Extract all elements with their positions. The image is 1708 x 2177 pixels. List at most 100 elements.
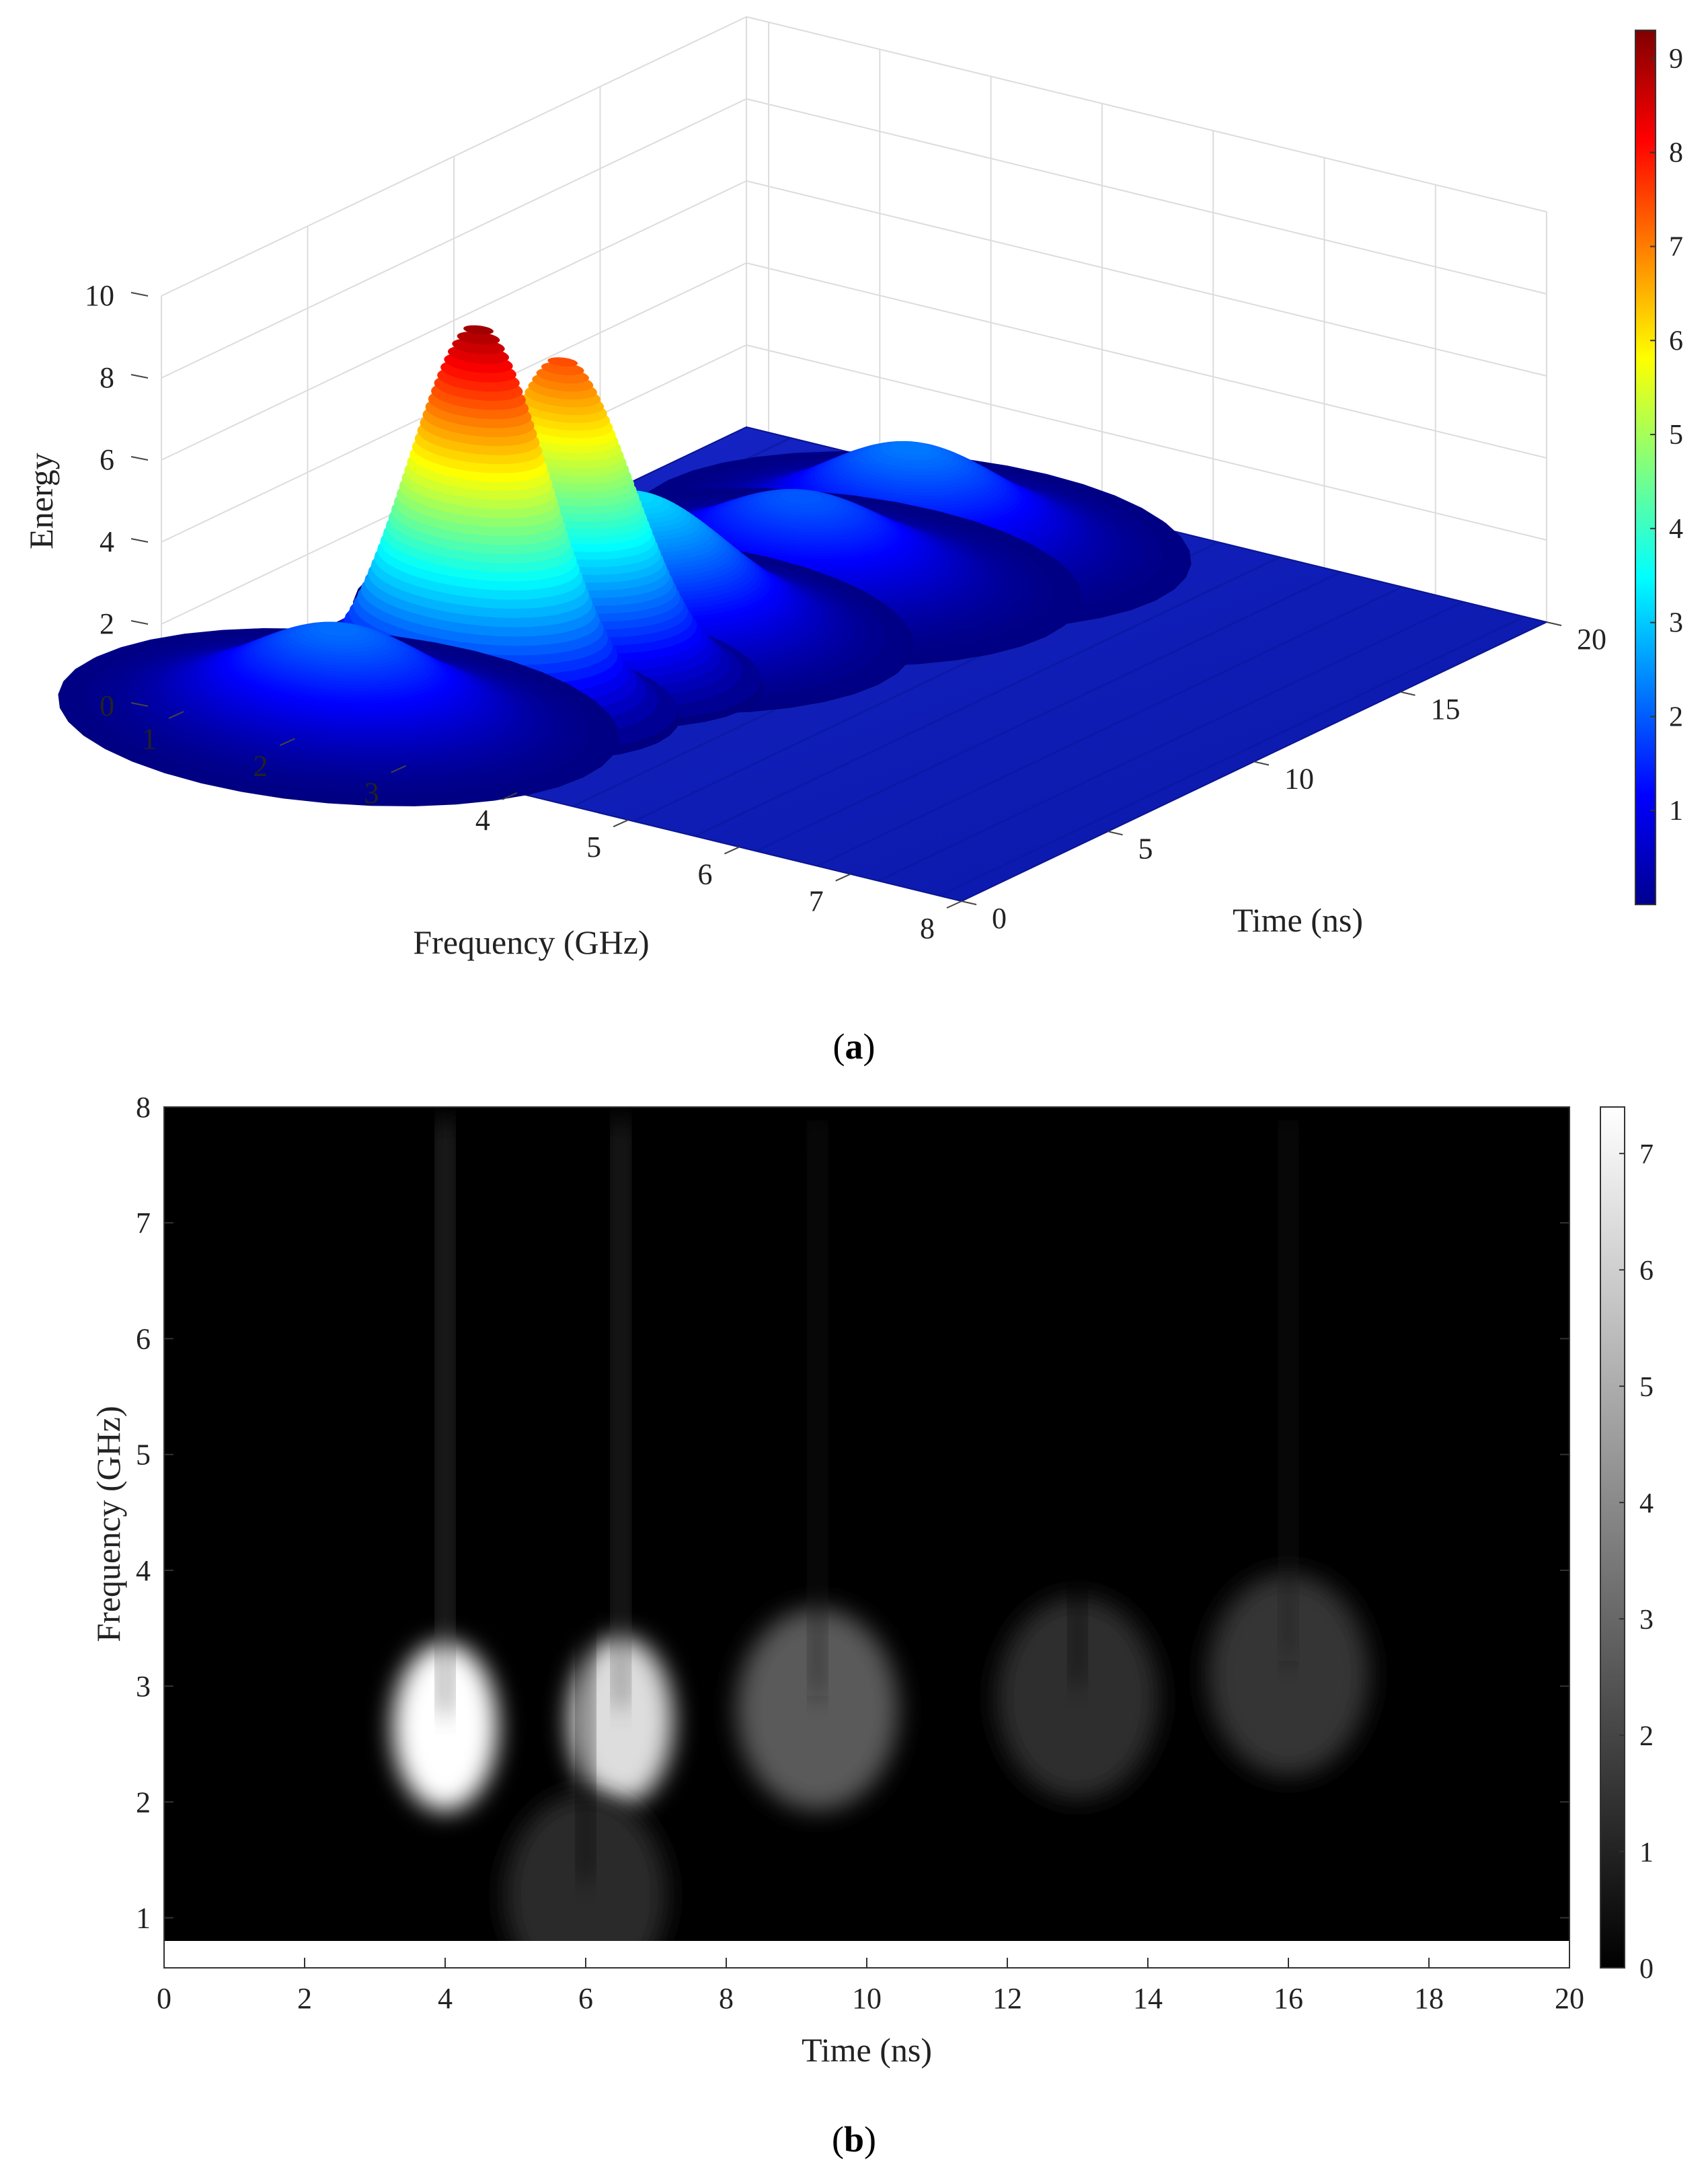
colorbar-a-tick-label: 9 (1669, 44, 1683, 75)
y-tick-label: 4 (136, 1554, 151, 1587)
x-tick-label: 7 (809, 885, 824, 918)
x-tick (391, 765, 407, 773)
y-tick (1546, 621, 1562, 626)
grid-line (746, 16, 1547, 213)
colorbar-b-tick-label: 3 (1639, 1605, 1654, 1636)
y-tick-label: 7 (136, 1207, 151, 1239)
colorbar-a-tick-label: 3 (1669, 608, 1683, 639)
peak-slice (463, 325, 494, 335)
y-tick-label: 2 (136, 1786, 151, 1819)
y-tick-label: 6 (136, 1322, 151, 1355)
floor-stripe (878, 601, 1464, 882)
y-tick-label: 5 (136, 1439, 151, 1472)
z-tick-label: 10 (85, 279, 114, 312)
peak-slice (779, 490, 822, 504)
heatmap-blobs (393, 1120, 1369, 1941)
x-tick-label: 4 (475, 804, 490, 837)
peak-slice (317, 623, 360, 636)
heatmap-streak (1072, 1120, 1083, 1685)
heatmap-streak (812, 1120, 823, 1696)
z-tick (130, 292, 149, 297)
z-tick-label: 6 (100, 443, 114, 476)
z-tick-label: 2 (100, 607, 114, 640)
y-axis-label: Frequency (GHz) (89, 1406, 127, 1642)
colorbar-b-tick-label: 2 (1639, 1721, 1654, 1752)
colorbar-b: 0 1 2 3 4 5 6 7 (1600, 1106, 1654, 1985)
x-tick (724, 846, 740, 855)
y-tick (1108, 831, 1123, 836)
x-tick-label: 2 (253, 749, 268, 782)
z-tick (130, 702, 149, 707)
x-tick-label: 0 (157, 1982, 171, 2015)
z-tick-label: 0 (100, 689, 114, 722)
y-tick (1253, 761, 1270, 766)
y-tick-label: 0 (992, 902, 1007, 935)
colorbar-a-tick-label: 5 (1669, 420, 1683, 451)
panel-b-label: b (843, 2119, 865, 2160)
heatmap-blob (736, 1608, 898, 1810)
heatmap-blob (568, 1636, 674, 1805)
x-tick-label: 3 (364, 777, 379, 810)
colorbar-a-tick-label: 8 (1669, 138, 1683, 169)
x-tick (279, 738, 295, 747)
colorbar-a-tick-label: 1 (1669, 796, 1683, 827)
peak-slice (547, 357, 578, 367)
grid-line (161, 98, 747, 379)
peak-slice (457, 332, 500, 345)
colorbar-b-tick-label: 1 (1639, 1837, 1654, 1868)
floor-stripe (816, 586, 1403, 867)
surface-peak (58, 621, 619, 806)
floor-stripe (694, 556, 1280, 837)
z-tick (130, 620, 149, 625)
colorbar-b-scale (1600, 1106, 1625, 1969)
colorbar-a: 1 2 3 4 5 6 7 8 9 (1635, 30, 1683, 905)
colorbar-b-tick-label: 7 (1639, 1139, 1654, 1170)
colorbar-a-scale (1635, 30, 1656, 905)
y-tick (1400, 691, 1415, 696)
panel-b-caption: (b) (831, 2119, 876, 2160)
x-tick-label: 16 (1274, 1982, 1303, 2015)
colorbar-a-tick-label: 7 (1669, 232, 1683, 263)
surface-axes: 1 2 3 4 5 6 7 8 0 5 10 15 20 0 2 4 6 8 10 Frequency (GHz) Ti… (22, 279, 1606, 961)
grid-line (746, 262, 1547, 459)
surface-peaks (58, 325, 1192, 806)
x-tick-label: 6 (578, 1982, 593, 2015)
panel-a-caption: (a) (832, 1026, 876, 1067)
colorbar-a-tick-label: 6 (1669, 326, 1683, 356)
x-tick-label: 2 (297, 1982, 312, 2015)
x-tick-label: 6 (697, 857, 712, 890)
heatmap-streak (615, 1120, 627, 1708)
z-axis-label: Energy (22, 453, 60, 549)
grid-line (161, 180, 747, 461)
grid-line (746, 98, 1547, 295)
x-tick-label: 8 (719, 1982, 734, 2015)
x-tick-label: 14 (1133, 1982, 1163, 2015)
x-tick-label: 12 (993, 1982, 1022, 2015)
x-tick (835, 873, 851, 882)
heatmap-blob (1208, 1573, 1369, 1775)
floor-stripe (755, 571, 1342, 852)
heatmap-streak (1283, 1120, 1294, 1661)
x-tick (502, 792, 518, 800)
z-tick (130, 374, 149, 379)
colorbar-b-tick-label: 5 (1639, 1372, 1654, 1403)
z-tick-label: 8 (100, 361, 114, 394)
y-tick-label: 10 (1284, 763, 1314, 796)
x-tick-label: 4 (438, 1982, 453, 2015)
heatmap-blob (393, 1642, 498, 1811)
grid-line (746, 344, 1547, 541)
heatmap-area (164, 1107, 1569, 1968)
grid-line (161, 16, 747, 297)
x-tick-label: 5 (586, 831, 601, 864)
y-tick-label: 8 (136, 1091, 151, 1124)
x-axis-label: Frequency (GHz) (413, 923, 649, 961)
grid-line (746, 180, 1547, 377)
x-axis-label: Time (ns) (802, 2031, 932, 2069)
peak-slice (890, 442, 932, 455)
y-tick-label: 15 (1431, 693, 1461, 726)
x-tick-label: 10 (852, 1982, 882, 2015)
heatmap-blob (997, 1597, 1159, 1799)
